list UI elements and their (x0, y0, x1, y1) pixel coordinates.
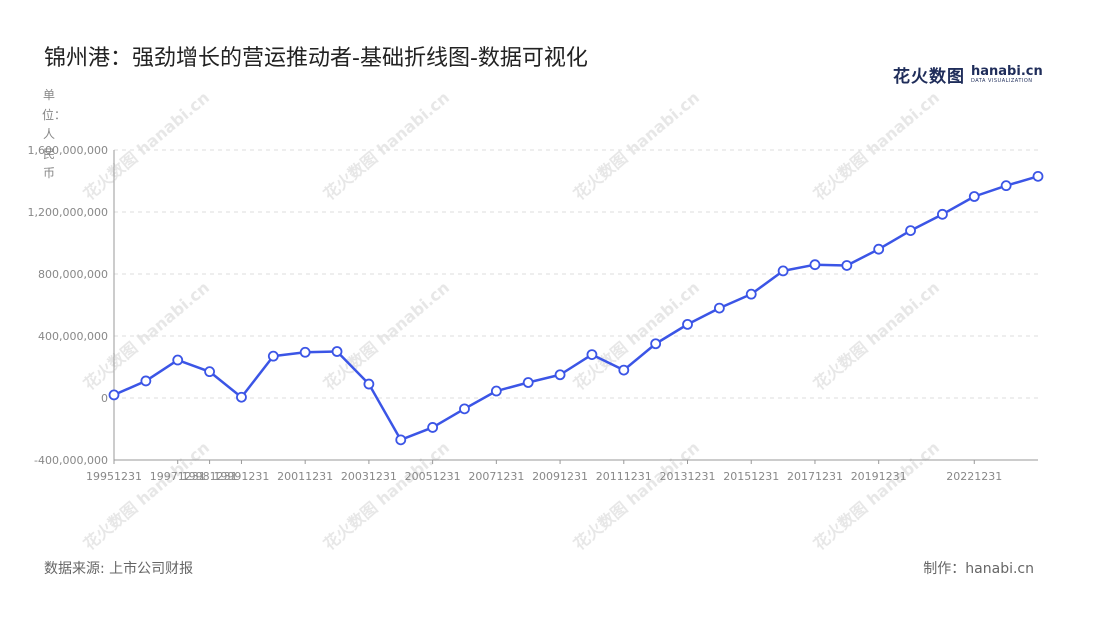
logo-text: 花火数图 (893, 67, 965, 87)
data-point (586, 349, 598, 361)
data-point (777, 265, 789, 277)
data-point (554, 369, 566, 381)
y-tick-label: 1,200,000,000 (28, 206, 108, 219)
x-tick-label: 20191231 (851, 470, 907, 483)
data-point (522, 377, 534, 388)
series-line (113, 175, 1039, 442)
data-point (172, 354, 184, 366)
x-tick-label: 20011231 (277, 470, 333, 483)
y-tick-label: 800,000,000 (38, 268, 108, 281)
maker-credit: 制作：hanabi.cn (923, 561, 1034, 577)
watermark-2: 花火数图 hanabi.cn (570, 88, 703, 204)
x-tick-label: 19991231 (213, 470, 269, 483)
watermark-1: 花火数图 hanabi.cn (320, 88, 453, 204)
data-point (713, 302, 725, 314)
data-point (427, 422, 439, 433)
data-point (140, 375, 152, 387)
data-point (682, 318, 693, 330)
x-tick-label: 20031231 (341, 470, 397, 483)
data-point (1032, 170, 1044, 182)
data-point (459, 403, 470, 415)
watermark-11: 花火数图 hanabi.cn (810, 438, 943, 554)
x-tick-label: 19981231 (182, 470, 238, 483)
x-tick-label: 20071231 (468, 470, 524, 483)
x-tick-label: 20051231 (405, 470, 461, 483)
grid-lines (114, 149, 1038, 399)
watermark-10: 花火数图 hanabi.cn (570, 438, 703, 554)
x-tick-label: 19951231 (86, 470, 142, 483)
data-point (395, 434, 407, 446)
x-tick-label: 20151231 (723, 470, 779, 483)
data-point (841, 260, 853, 271)
data-point (236, 391, 247, 403)
y-tick-label: 0 (101, 392, 108, 405)
data-point (618, 364, 630, 376)
x-tick-label: 19971231 (150, 470, 206, 483)
data-point (363, 378, 375, 390)
x-tick-label: 20111231 (596, 470, 652, 483)
data-point (968, 191, 980, 202)
data-point (204, 366, 215, 378)
watermark-layer: 花火数图 hanabi.cn 花火数图 hanabi.cn 花火数图 hanabi.… (80, 88, 943, 554)
data-point (937, 208, 948, 220)
series-layer (108, 170, 1044, 446)
data-point (267, 350, 279, 362)
watermark-9: 花火数图 hanabi.cn (320, 438, 453, 554)
x-tick-label: 20221231 (946, 470, 1002, 483)
y-tick-label: -400,000,000 (34, 454, 108, 467)
data-point (809, 259, 821, 271)
y-tick-label: 400,000,000 (38, 330, 108, 343)
data-point (650, 338, 662, 350)
logo-subtitle: DATA VISUALIZATION (971, 78, 1033, 84)
data-point (490, 385, 502, 397)
data-point (299, 346, 311, 358)
data-point (905, 225, 916, 237)
data-source: 数据来源: 上市公司财报 (44, 561, 194, 577)
data-point (331, 346, 343, 357)
y-tick-label: 1,600,000,000 (28, 144, 108, 157)
watermark-3: 花火数图 hanabi.cn (810, 88, 943, 204)
x-tick-label: 20171231 (787, 470, 843, 483)
data-point (873, 243, 885, 255)
x-tick-label: 20091231 (532, 470, 588, 483)
data-point (108, 389, 120, 401)
chart-title: 锦州港：强劲增长的营运推动者-基础折线图-数据可视化 (44, 46, 588, 71)
logo-domain: hanabi.cn (971, 64, 1043, 79)
brand-logo: 花火数图 hanabi.cn DATA VISUALIZATION (893, 62, 1043, 87)
y-axis: -400,000,000 0 400,000,000 800,000,000 1,200… (28, 144, 115, 467)
data-point (1000, 180, 1012, 192)
data-point (745, 288, 757, 300)
x-tick-label: 20131231 (660, 470, 716, 483)
